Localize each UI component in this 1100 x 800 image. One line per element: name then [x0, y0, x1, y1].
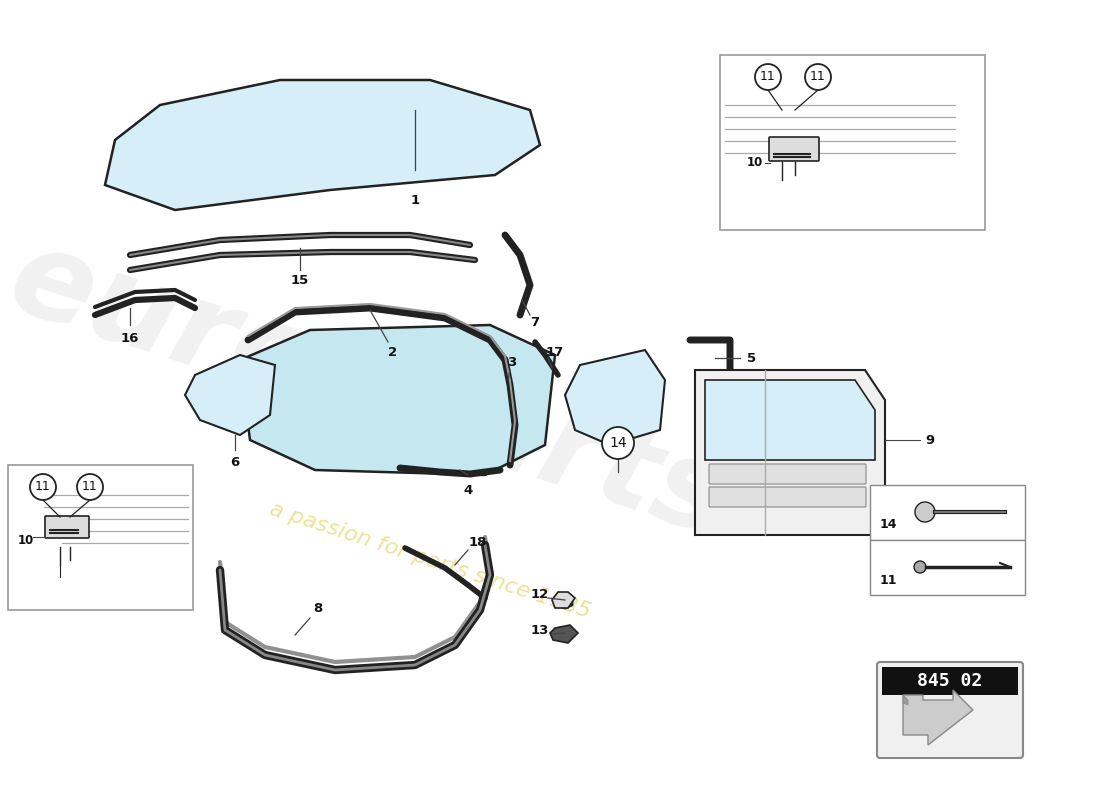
Polygon shape: [565, 350, 666, 445]
Text: 2: 2: [388, 346, 397, 359]
Text: 11: 11: [82, 481, 98, 494]
FancyBboxPatch shape: [710, 487, 866, 507]
Text: 10: 10: [747, 157, 763, 170]
Polygon shape: [550, 625, 578, 643]
Bar: [882, 667, 1018, 695]
Text: 8: 8: [314, 602, 322, 614]
Circle shape: [805, 64, 830, 90]
Polygon shape: [903, 690, 974, 745]
Polygon shape: [185, 355, 275, 435]
Circle shape: [915, 502, 935, 522]
Text: 7: 7: [530, 317, 540, 330]
Polygon shape: [903, 695, 907, 705]
FancyBboxPatch shape: [877, 662, 1023, 758]
Text: 13: 13: [531, 623, 549, 637]
Text: 6: 6: [230, 455, 240, 469]
Text: 11: 11: [760, 70, 775, 83]
Text: 14: 14: [609, 436, 627, 450]
Text: 17: 17: [546, 346, 564, 358]
Text: 1: 1: [410, 194, 419, 206]
Text: 11: 11: [35, 481, 51, 494]
Text: 3: 3: [507, 357, 517, 370]
Bar: [870, 485, 1025, 540]
Text: eurosparts: eurosparts: [0, 218, 744, 562]
Circle shape: [602, 427, 634, 459]
Polygon shape: [240, 325, 556, 475]
Text: 14: 14: [879, 518, 896, 531]
Circle shape: [755, 64, 781, 90]
Polygon shape: [695, 370, 886, 535]
Text: 9: 9: [925, 434, 935, 446]
Circle shape: [77, 474, 103, 500]
Text: 5: 5: [747, 351, 757, 365]
Text: 12: 12: [531, 587, 549, 601]
Bar: [720, 55, 984, 230]
Circle shape: [914, 561, 926, 573]
Circle shape: [30, 474, 56, 500]
Text: 11: 11: [879, 574, 896, 586]
FancyBboxPatch shape: [710, 464, 866, 484]
Text: 15: 15: [290, 274, 309, 286]
Text: 18: 18: [469, 535, 487, 549]
FancyBboxPatch shape: [769, 137, 820, 161]
Bar: [870, 540, 1025, 595]
Polygon shape: [705, 380, 874, 460]
Polygon shape: [552, 592, 575, 608]
Bar: [8, 465, 192, 610]
Text: 16: 16: [121, 331, 140, 345]
Polygon shape: [104, 80, 540, 210]
Text: 4: 4: [463, 483, 473, 497]
Text: a passion for parts since 1985: a passion for parts since 1985: [267, 498, 593, 622]
Text: 10: 10: [18, 534, 34, 546]
Text: 845 02: 845 02: [917, 672, 982, 690]
FancyBboxPatch shape: [45, 516, 89, 538]
Text: 11: 11: [810, 70, 826, 83]
